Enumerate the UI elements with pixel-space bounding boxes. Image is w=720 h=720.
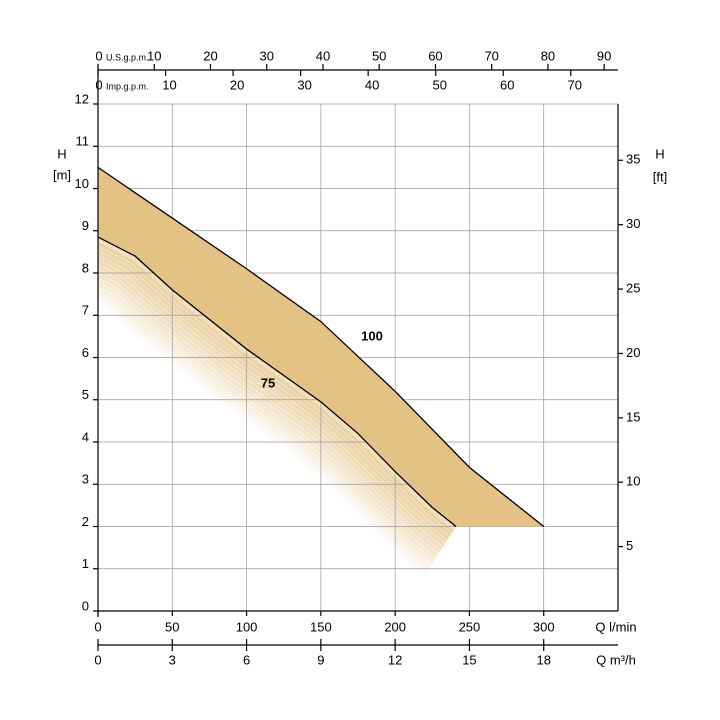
y-tick-label: 5: [82, 387, 89, 402]
top-tick-label: 40: [316, 48, 330, 63]
y2-tick-label: 35: [626, 152, 640, 167]
y2-tick-label: 10: [626, 474, 640, 489]
y-tick-label: 1: [82, 556, 89, 571]
top-tick-label: 50: [432, 77, 446, 92]
x-tick-label: 0: [94, 619, 101, 634]
y-tick-label: 4: [82, 429, 89, 444]
top-tick-label: 30: [259, 48, 273, 63]
top-axis-label: U.S.g.p.m.: [106, 52, 149, 62]
plot-area: [98, 237, 457, 574]
fade: [98, 278, 437, 564]
band: [98, 167, 544, 527]
top-tick-label: 20: [230, 77, 244, 92]
y-tick-label: 10: [75, 176, 89, 191]
curve: [97, 236, 457, 528]
series-label: 75: [261, 375, 275, 390]
y2-tick-label: 15: [626, 409, 640, 424]
x-tick-label: 250: [459, 619, 481, 634]
y2-tick-label: 30: [626, 216, 640, 231]
fade: [98, 242, 454, 537]
fade: [98, 255, 448, 547]
top-tick-label: 20: [203, 48, 217, 63]
top-tick-label: 10: [147, 48, 161, 63]
top-tick-label: 10: [162, 77, 176, 92]
fade: [98, 291, 430, 574]
y2-unit: [ft]: [653, 169, 667, 184]
x2-tick-label: 18: [536, 652, 550, 667]
top-axis-label: Imp.g.p.m.: [106, 81, 149, 91]
fade: [98, 246, 452, 540]
y2-label: H: [655, 146, 664, 161]
x-tick-label: 100: [236, 619, 258, 634]
fade: [98, 269, 441, 557]
y-tick-label: 8: [82, 260, 89, 275]
top-tick-label: 0: [95, 77, 102, 92]
x-tick-label: 150: [310, 619, 332, 634]
curve: [97, 166, 545, 528]
y-tick-label: 2: [82, 514, 89, 529]
top-tick-label: 40: [365, 77, 379, 92]
y2-tick-label: 25: [626, 280, 640, 295]
fade: [98, 260, 446, 550]
series-label: 100: [361, 328, 383, 343]
top-tick-label: 70: [484, 48, 498, 63]
y-tick-label: 11: [76, 134, 90, 149]
x-tick-label: 50: [165, 619, 179, 634]
x2-tick-label: 6: [243, 652, 250, 667]
top-tick-label: 30: [297, 77, 311, 92]
top-tick-label: 0: [95, 48, 102, 63]
fade: [98, 251, 450, 543]
top-tick-label: 80: [541, 48, 555, 63]
y-tick-label: 6: [82, 345, 89, 360]
fade: [98, 264, 443, 554]
y-tick-label: 7: [82, 303, 89, 318]
y-unit: [m]: [53, 167, 71, 182]
x2-tick-label: 3: [169, 652, 176, 667]
y-label: H: [57, 146, 66, 161]
top-tick-label: 60: [500, 77, 514, 92]
fade: [98, 273, 439, 560]
y2-tick-label: 5: [626, 538, 633, 553]
x2-tick-label: 0: [94, 652, 101, 667]
fade: [98, 287, 432, 571]
x-label: Q l/min: [595, 619, 636, 634]
x2-tick-label: 9: [317, 652, 324, 667]
x2-tick-label: 12: [388, 652, 402, 667]
fade: [98, 282, 435, 567]
top-tick-label: 60: [428, 48, 442, 63]
top-tick-label: 50: [372, 48, 386, 63]
y-tick-label: 9: [82, 218, 89, 233]
fade: [98, 237, 457, 533]
top-tick-label: 70: [568, 77, 582, 92]
y-tick-label: 3: [82, 472, 89, 487]
y2-tick-label: 20: [626, 345, 640, 360]
x-tick-label: 300: [533, 619, 555, 634]
x2-tick-label: 15: [462, 652, 476, 667]
y-tick-label: 12: [75, 91, 89, 106]
x2-label: Q m³/h: [596, 652, 636, 667]
y-tick-label: 0: [82, 598, 89, 613]
top-tick-label: 90: [597, 48, 611, 63]
x-tick-label: 200: [384, 619, 406, 634]
